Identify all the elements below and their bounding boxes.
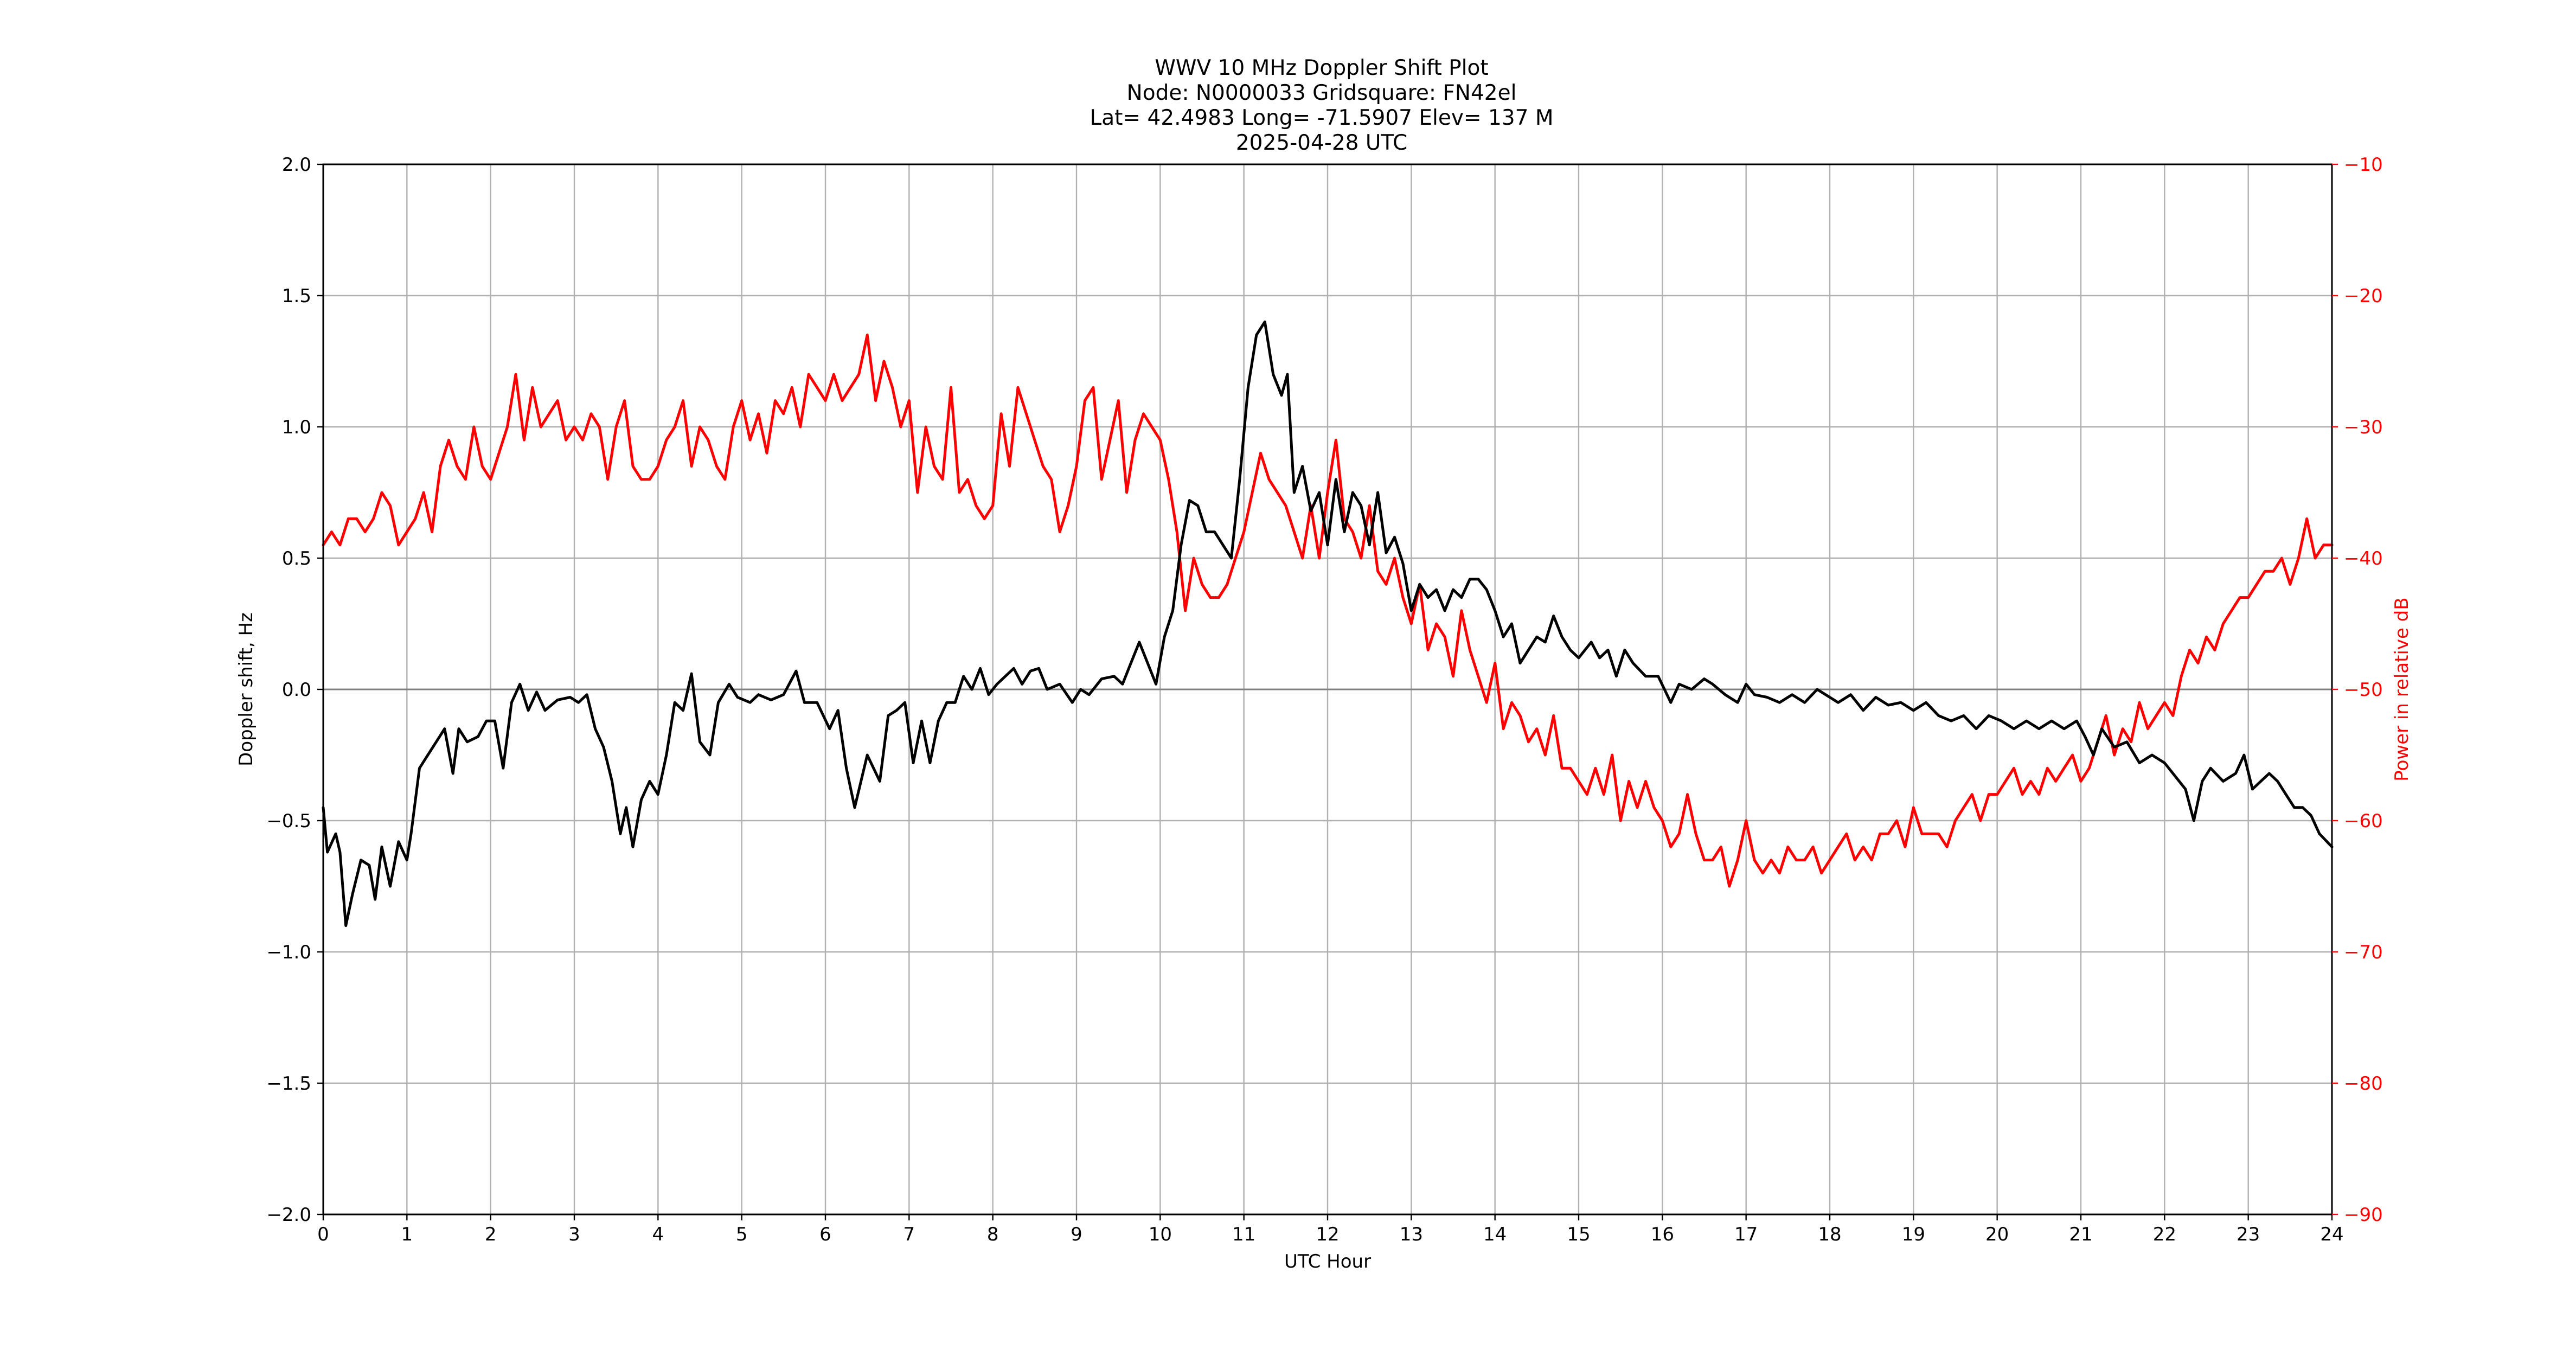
doppler-series-line	[322, 320, 2334, 928]
x-tick-label: 1	[401, 1224, 413, 1245]
left-y-tick-label: 2.0	[282, 154, 311, 176]
x-tick-label: 6	[819, 1224, 831, 1245]
left-y-axis-label: Doppler shift, Hz	[235, 612, 257, 766]
x-tick-label: 0	[317, 1224, 329, 1245]
x-tick-label: 12	[1316, 1224, 1339, 1245]
x-tick-label: 11	[1232, 1224, 1255, 1245]
x-tick-label: 24	[2320, 1224, 2343, 1245]
right-y-tick-label: −40	[2344, 548, 2383, 570]
right-y-tick-label: −50	[2344, 679, 2383, 701]
left-y-tick-label: 0.5	[282, 548, 311, 570]
right-y-tick-label: −20	[2344, 285, 2383, 307]
right-y-tick-label: −80	[2344, 1073, 2383, 1095]
left-y-tick-label: −0.5	[266, 810, 311, 832]
x-tick-label: 7	[903, 1224, 915, 1245]
x-tick-label: 14	[1483, 1224, 1507, 1245]
x-tick-label: 19	[1902, 1224, 1925, 1245]
title-line-2: Node: N0000033 Gridsquare: FN42el	[1127, 81, 1517, 105]
x-tick-label: 22	[2153, 1224, 2176, 1245]
series-layer	[322, 320, 2334, 928]
x-tick-label: 13	[1400, 1224, 1423, 1245]
x-tick-label: 5	[736, 1224, 748, 1245]
x-tick-label: 18	[1818, 1224, 1841, 1245]
x-tick-label: 17	[1734, 1224, 1758, 1245]
left-y-tick-label: −1.0	[266, 942, 311, 963]
title-line-4: 2025-04-28 UTC	[1236, 131, 1407, 155]
power-series-line	[322, 334, 2334, 888]
right-y-tick-label: −90	[2344, 1204, 2383, 1226]
chart-title: WWV 10 MHz Doppler Shift Plot Node: N000…	[1090, 56, 1554, 155]
left-y-tick-label: 1.5	[282, 285, 311, 307]
right-y-axis-label: Power in relative dB	[2391, 597, 2413, 781]
left-y-tick-label: 1.0	[282, 417, 311, 438]
x-tick-label: 4	[652, 1224, 664, 1245]
x-axis-label: UTC Hour	[1284, 1251, 1371, 1272]
right-y-tick-label: −10	[2344, 154, 2383, 176]
title-line-1: WWV 10 MHz Doppler Shift Plot	[1155, 56, 1488, 80]
x-tick-label: 9	[1071, 1224, 1082, 1245]
left-y-tick-label: −1.5	[266, 1073, 311, 1095]
right-y-tick-label: −30	[2344, 417, 2383, 438]
left-y-axis: −2.0 −1.5 −1.0 −0.5 0.0 0.5 1.0 1.5 2.0	[266, 154, 323, 1226]
x-axis: 0 1 2 3 4 5 6 7 8 9 10 11 12 13 14 15 16 17 18 19 20 21 22 23 24	[317, 1214, 2344, 1245]
left-y-tick-label: 0.0	[282, 679, 311, 701]
x-tick-label: 10	[1149, 1224, 1172, 1245]
x-tick-label: 16	[1651, 1224, 1674, 1245]
title-line-3: Lat= 42.4983 Long= -71.5907 Elev= 137 M	[1090, 106, 1554, 130]
x-tick-label: 20	[1985, 1224, 2009, 1245]
x-tick-label: 8	[987, 1224, 999, 1245]
x-tick-label: 21	[2069, 1224, 2092, 1245]
right-y-axis: −90 −80 −70 −60 −50 −40 −30 −20 −10	[2332, 154, 2383, 1226]
x-tick-label: 3	[568, 1224, 580, 1245]
x-tick-label: 23	[2237, 1224, 2260, 1245]
left-y-tick-label: −2.0	[266, 1204, 311, 1226]
x-tick-label: 2	[485, 1224, 497, 1245]
right-y-tick-label: −60	[2344, 810, 2383, 832]
right-y-tick-label: −70	[2344, 942, 2383, 963]
x-tick-label: 15	[1567, 1224, 1590, 1245]
